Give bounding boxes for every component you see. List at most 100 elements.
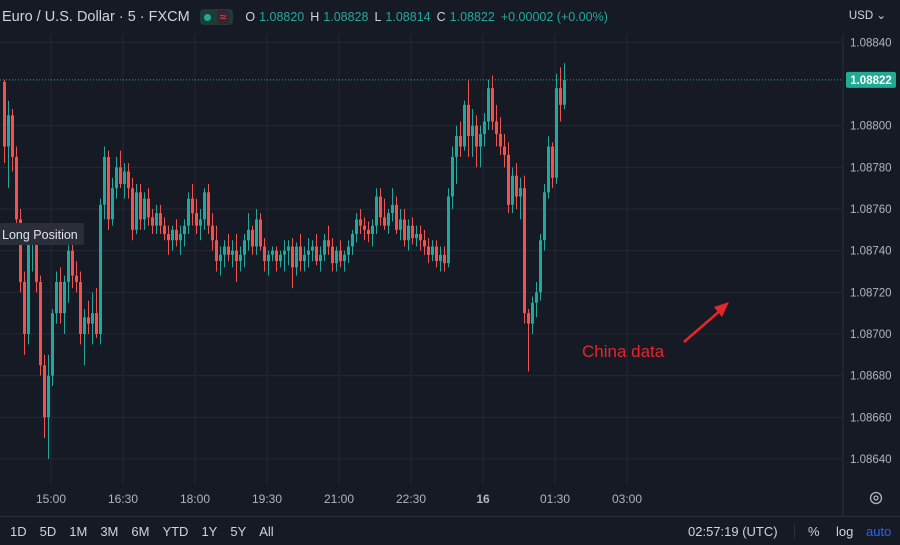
range-button-all[interactable]: All <box>259 523 274 539</box>
range-button-5y[interactable]: 5Y <box>230 523 247 539</box>
candle-down <box>379 196 382 218</box>
candle-up <box>83 317 86 334</box>
time-tick-label: 15:00 <box>36 492 66 506</box>
candle-up <box>511 175 514 205</box>
symbol-title[interactable]: Euro / U.S. Dollar · 5 · FXCM <box>2 9 190 25</box>
toolbar-divider <box>794 523 795 539</box>
candle-up <box>171 229 174 241</box>
candle-up <box>547 146 550 193</box>
candle-down <box>19 219 22 282</box>
time-tick-label: 03:00 <box>612 492 642 506</box>
candle-up <box>279 254 282 262</box>
time-tick-label: 18:00 <box>180 492 210 506</box>
candle-up <box>63 281 66 314</box>
candle-up <box>387 213 390 226</box>
auto-scale-button[interactable]: auto <box>866 524 892 539</box>
candle-up <box>531 302 534 324</box>
delayed-data-icon: ≈ <box>216 10 230 24</box>
candle-up <box>539 240 542 293</box>
market-status[interactable]: ≈ <box>199 9 234 25</box>
price-tick-label: 1.08720 <box>850 287 892 299</box>
candle-up <box>463 104 466 147</box>
overlays: 1.08822 Long Position China data <box>0 71 896 361</box>
candle-down <box>235 250 238 262</box>
candle-up <box>451 156 454 197</box>
candle-up <box>111 188 114 220</box>
candle-up <box>199 219 202 226</box>
settings-gear-icon[interactable] <box>868 490 884 506</box>
annotation-arrow-shaft <box>683 308 723 343</box>
candles <box>3 63 566 459</box>
candle-up <box>399 219 402 230</box>
log-scale-button[interactable]: log <box>836 524 854 539</box>
candle-up <box>307 250 310 255</box>
range-button-6m[interactable]: 6M <box>131 523 150 539</box>
candle-up <box>187 198 190 226</box>
candle-down <box>263 246 266 262</box>
candle-up <box>371 225 374 234</box>
candle-up <box>27 240 30 334</box>
candle-down <box>383 217 386 226</box>
candle-down <box>503 146 506 155</box>
chevron-down-icon: ⌄ <box>873 10 886 22</box>
low-label: L <box>374 10 382 24</box>
candle-up <box>55 281 58 314</box>
utc-clock[interactable]: 02:57:19 (UTC) <box>688 524 778 539</box>
candle-down <box>107 156 110 220</box>
candle-up <box>183 225 186 234</box>
candle-down <box>251 229 254 247</box>
candle-down <box>195 213 198 226</box>
last-price-badge <box>846 71 896 88</box>
candle-down <box>551 146 554 178</box>
candle-up <box>219 254 222 262</box>
price-tick-label: 1.08700 <box>850 329 892 341</box>
range-button-1y[interactable]: 1Y <box>201 523 218 539</box>
price-tick-label: 1.08760 <box>850 204 892 216</box>
candle-up <box>99 204 102 334</box>
candle-down <box>435 246 438 262</box>
candle-up <box>7 115 10 147</box>
candle-down <box>139 192 142 220</box>
candle-down <box>291 246 294 268</box>
candle-down <box>259 219 262 247</box>
candle-up <box>487 88 490 122</box>
candle-up <box>51 313 54 376</box>
price-tick-label: 1.08660 <box>850 412 892 424</box>
close-label: C <box>436 10 446 24</box>
range-button-5d[interactable]: 5D <box>39 523 57 539</box>
candle-up <box>247 229 250 241</box>
candle-down <box>35 234 38 282</box>
candle-down <box>131 188 134 230</box>
candle-up <box>103 156 106 205</box>
high-value: 1.08828 <box>323 10 369 24</box>
candle-down <box>515 175 518 197</box>
time-tick-label: 22:30 <box>396 492 426 506</box>
candle-up <box>415 234 418 239</box>
range-button-ytd[interactable]: YTD <box>162 523 189 539</box>
market-open-dot-icon <box>203 13 211 21</box>
candle-down <box>491 88 494 122</box>
last-price-label: 1.08822 <box>850 75 892 87</box>
candle-down <box>211 225 214 241</box>
candle-up <box>231 250 234 255</box>
candle-up <box>351 234 354 247</box>
currency-label: USD <box>848 10 874 22</box>
candle-up <box>155 213 158 226</box>
candle-down <box>3 81 6 147</box>
range-button-1m[interactable]: 1M <box>69 523 88 539</box>
candle-down <box>499 134 502 147</box>
percent-scale-button[interactable]: % <box>808 524 820 539</box>
range-button-1d[interactable]: 1D <box>10 523 27 539</box>
candle-up <box>91 313 94 324</box>
candle-down <box>175 229 178 241</box>
candle-down <box>359 219 362 226</box>
candle-up <box>563 79 566 105</box>
candle-up <box>115 167 118 189</box>
price-tick-label: 1.08740 <box>850 246 892 258</box>
candle-down <box>411 225 414 239</box>
price-axis[interactable]: 1.08640 1.08660 1.08680 1.08700 1.08720 1.087… <box>36 37 892 506</box>
open-label: O <box>245 10 256 24</box>
range-button-3m[interactable]: 3M <box>100 523 119 539</box>
currency-selector[interactable]: USD ⌄ <box>849 8 886 22</box>
